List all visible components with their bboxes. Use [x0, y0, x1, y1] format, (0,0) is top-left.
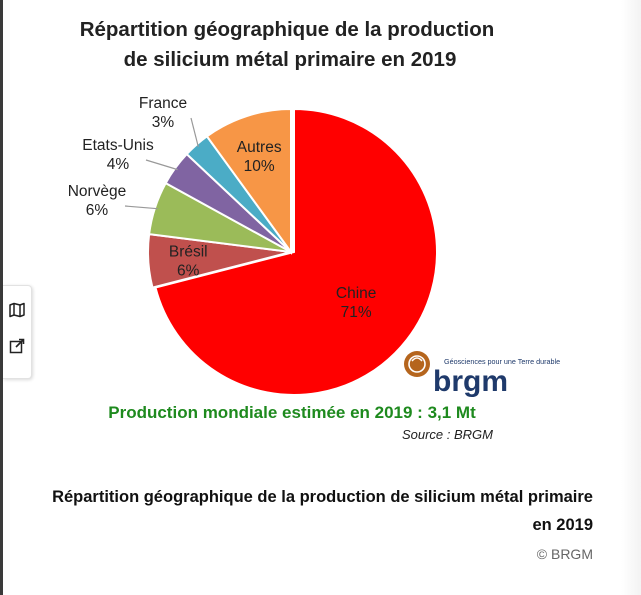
- open-external-button[interactable]: [5, 334, 29, 358]
- image-credit: © BRGM: [536, 546, 593, 562]
- chart-title-line-2: de silicium métal primaire en 2019: [124, 48, 457, 71]
- window-right-edge: [621, 0, 641, 595]
- slice-value-label: 10%: [244, 158, 275, 175]
- brgm-emblem-icon: [404, 351, 430, 377]
- open-external-icon: [5, 334, 29, 358]
- brgm-tagline: Géosciences pour une Terre durable: [444, 357, 560, 366]
- pie-slice-chine: [154, 107, 438, 396]
- side-toolbar: [3, 285, 32, 379]
- slice-name-label: Norvège: [68, 183, 127, 200]
- production-note: Production mondiale estimée en 2019 : 3,…: [108, 403, 476, 422]
- slice-name-label: Chine: [336, 285, 377, 302]
- figure-caption: Répartition géographique de la productio…: [30, 483, 593, 539]
- leader-line: [190, 117, 199, 148]
- pie-slices: [147, 107, 438, 396]
- pie-slice-autres: [205, 107, 292, 256]
- slice-name-label: France: [139, 95, 187, 112]
- map-icon: [5, 298, 29, 322]
- leader-line: [124, 205, 158, 210]
- brgm-logo: brgm Géosciences pour une Terre durable: [404, 351, 560, 398]
- slice-value-label: 6%: [86, 202, 109, 219]
- slice-name-label: Autres: [237, 139, 282, 156]
- pie-chart: Répartition géographique de la productio…: [68, 18, 560, 442]
- brgm-wordmark: brgm: [433, 365, 508, 398]
- chart-title-line-1: Répartition géographique de la productio…: [80, 18, 495, 41]
- slice-value-label: 3%: [152, 114, 175, 131]
- slice-value-label: 6%: [177, 262, 200, 279]
- slice-name-label: Brésil: [169, 243, 208, 260]
- figure-caption-line-2: en 2019: [532, 516, 593, 534]
- window-left-edge: [0, 0, 3, 595]
- map-button[interactable]: [5, 298, 29, 322]
- slice-value-label: 71%: [341, 304, 372, 321]
- source-note: Source : BRGM: [402, 427, 493, 442]
- leader-lines: [124, 117, 199, 210]
- figure-caption-line-1: Répartition géographique de la productio…: [52, 488, 593, 506]
- leader-line: [145, 159, 178, 171]
- slice-name-label: Etats-Unis: [82, 137, 154, 154]
- slice-labels: Chine 71% Brésil 6% Norvège 6% Etats-Unis 4% Fra…: [68, 95, 377, 321]
- slice-value-label: 4%: [107, 156, 130, 173]
